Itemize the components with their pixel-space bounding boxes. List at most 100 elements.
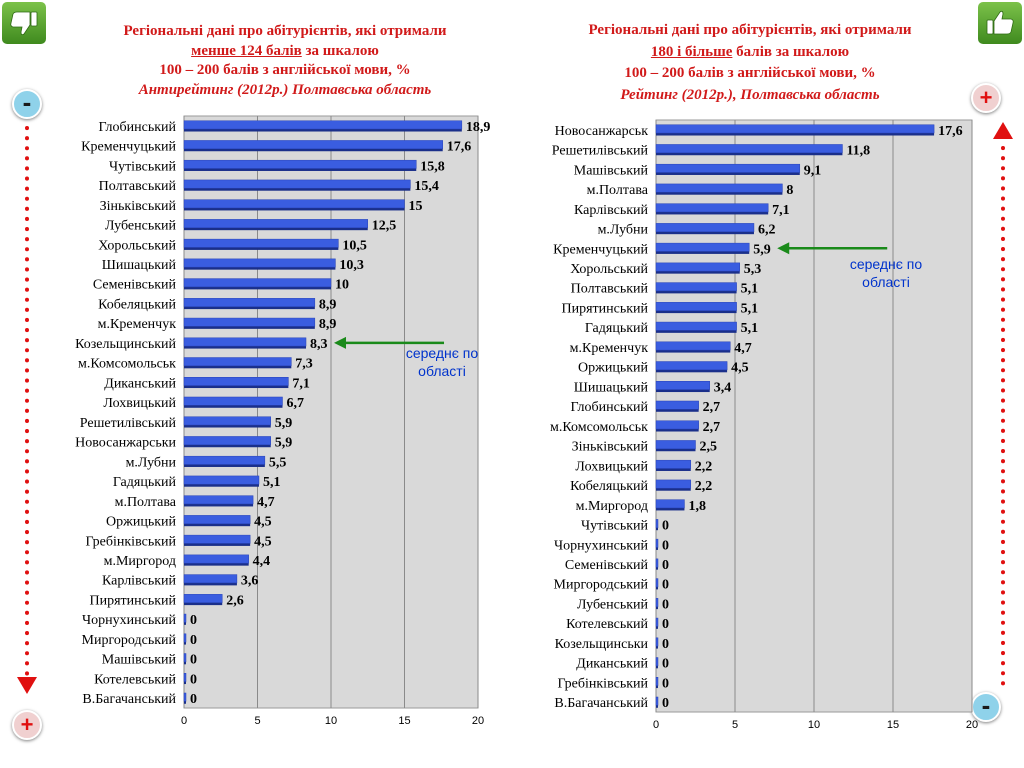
left-value-label: 0 [190,633,197,648]
left-x-tick-label: 10 [325,715,337,727]
right-category-label: Гребінківський [557,676,648,691]
left-category-label: Чутівський [109,159,177,174]
right-value-label: 6,2 [758,223,776,238]
left-note-line1: середнє по [405,345,479,361]
left-bar [183,574,238,584]
right-x-tick-label: 15 [887,719,899,731]
right-value-label: 5,1 [741,301,759,316]
left-category-label: В.Багачанський [82,692,176,707]
right-bar [655,223,755,232]
left-category-label: Пирятинський [89,593,176,608]
right-bar [655,637,659,647]
right-bar [655,578,659,588]
left-category-label: м.Комсомольськ [78,357,176,372]
right-value-label: 2,5 [700,440,718,455]
left-category-label: Кременчуцький [81,140,176,155]
right-bar [655,400,699,410]
right-title-underlined: 180 і більше [650,43,733,60]
left-category-label: Машівський [102,653,177,668]
right-value-label: 3,4 [714,380,732,395]
left-value-label: 10 [335,278,349,293]
right-category-label: м.Миргород [576,499,648,514]
left-plus-badge: + [12,710,42,740]
right-value-label: 17,6 [938,124,963,139]
right-bar [655,558,659,568]
right-x-tick-label: 0 [653,719,659,731]
right-bar [655,262,740,272]
thumbs-down-icon [2,2,46,44]
right-plus-badge: + [971,83,1001,113]
left-value-label: 10,5 [342,238,367,253]
right-average-note: середнє по області [826,255,946,291]
right-category-label: Кременчуцький [553,242,648,257]
right-category-label: м.Комсомольськ [550,420,648,435]
left-value-label: 17,6 [447,140,472,155]
right-category-label: Полтавський [571,282,649,297]
right-bar [655,499,685,509]
right-category-label: Кобеляцький [570,479,648,494]
left-value-label: 6,7 [286,396,304,411]
left-bar [183,120,463,130]
left-value-label: 7,1 [292,376,310,391]
right-chart-title: Регіональні дані про абітурієнтів, які о… [560,20,940,106]
left-title-line1: Регіональні дані про абітурієнтів, які о… [123,23,447,39]
left-value-label: 8,9 [319,297,337,312]
right-title-line2-rest: балів за шкалою [732,43,850,60]
right-value-label: 5,9 [753,242,771,257]
left-value-label: 4,7 [257,495,275,510]
right-value-label: 8 [786,183,793,198]
right-value-label: 0 [662,696,669,711]
right-category-label: В.Багачанський [554,696,648,711]
right-value-label: 2,2 [695,459,713,474]
left-category-label: Лубенський [105,219,176,234]
right-category-label: Чутівський [581,519,649,534]
right-bar [655,242,750,252]
left-bar [183,219,368,228]
left-bar [183,238,339,248]
left-category-label: Миргородський [82,633,177,648]
right-category-label: Хорольський [570,262,648,277]
thumbs-up-icon [978,2,1022,44]
left-bar [183,673,187,682]
right-category-label: Шишацький [574,380,649,395]
right-bar [655,479,692,489]
left-title-underlined: менше 124 балів [191,42,302,59]
right-x-tick-label: 5 [732,719,738,731]
left-bar [183,692,187,702]
left-bar [183,396,283,406]
left-value-label: 2,6 [226,593,244,608]
right-value-label: 9,1 [804,163,822,178]
right-bar [655,696,659,706]
right-value-label: 5,1 [741,321,759,336]
left-bar [183,258,336,268]
right-category-label: Козельщинськи [555,637,649,652]
right-value-label: 5,3 [744,262,762,277]
right-bar [655,124,935,134]
right-category-label: м.Полтава [587,183,649,198]
right-category-label: Лохвицький [575,459,648,474]
right-value-label: 0 [662,558,669,573]
left-category-label: Диканський [104,376,176,391]
right-value-label: 0 [662,637,669,652]
right-value-label: 1,8 [688,499,706,514]
right-category-label: Миргородський [554,578,649,593]
right-value-label: 0 [662,657,669,672]
right-category-label: Глобинський [570,400,648,415]
left-category-label: Гадяцький [113,475,177,490]
right-bar [655,163,801,173]
right-x-tick-label: 20 [966,719,978,731]
left-value-label: 15 [409,199,423,214]
left-bar [183,140,443,149]
left-category-label: Оржицький [106,515,176,530]
left-value-label: 0 [190,613,197,628]
left-bar [183,317,316,327]
left-value-label: 8,3 [310,337,328,352]
left-value-label: 18,9 [466,120,491,135]
right-bar [655,519,659,528]
right-value-label: 0 [662,538,669,553]
right-note-line1: середнє по [849,256,923,272]
right-bar [655,657,659,667]
left-category-label: Карлівський [102,574,176,589]
right-category-label: Машівський [574,163,649,178]
right-bar [655,321,737,331]
